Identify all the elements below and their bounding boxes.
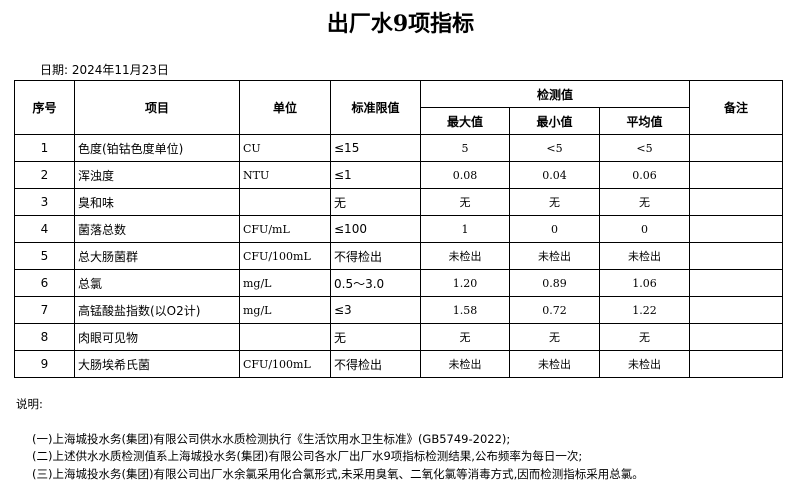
- cell-item: 大肠埃希氏菌: [74, 350, 240, 378]
- cell-avg: 1.22: [599, 296, 690, 324]
- cell-max: 0.08: [420, 161, 510, 189]
- cell-max: 未检出: [420, 242, 510, 270]
- cell-item: 高锰酸盐指数(以O2计): [74, 296, 240, 324]
- header-min: 最小值: [509, 107, 600, 135]
- cell-min: 无: [509, 323, 600, 351]
- cell-avg: 无: [599, 323, 690, 351]
- cell-remark: [689, 215, 783, 243]
- cell-no: 9: [14, 350, 75, 378]
- cell-limit: 无: [330, 188, 421, 216]
- cell-min: 未检出: [509, 242, 600, 270]
- cell-remark: [689, 242, 783, 270]
- report-date: 日期: 2024年11月23日: [40, 63, 169, 77]
- table-row: 9 大肠埃希氏菌 CFU/100mL 不得检出 未检出 未检出 未检出: [14, 350, 783, 378]
- table-row: 6 总氯 mg/L 0.5～3.0 1.20 0.89 1.06: [14, 269, 783, 297]
- cell-unit: [239, 188, 331, 216]
- header-max: 最大值: [420, 107, 510, 135]
- notes: 说明: (一)上海城投水务(集团)有限公司供水水质检测执行《生活饮用水卫生标准》…: [16, 396, 644, 483]
- table-row: 5 总大肠菌群 CFU/100mL 不得检出 未检出 未检出 未检出: [14, 242, 783, 270]
- page-title: 出厂水9项指标: [326, 11, 475, 37]
- cell-remark: [689, 350, 783, 378]
- table-row: 1 色度(铂钴色度单位) CU ≤15 5 <5 <5: [14, 134, 783, 162]
- table-row: 3 臭和味无无无无: [14, 188, 783, 216]
- cell-no: 2: [14, 161, 75, 189]
- header-remark: 备注: [689, 80, 783, 135]
- cell-unit: CFU/100mL: [239, 350, 331, 378]
- table-row: 2 浑浊度 NTU ≤1 0.08 0.04 0.06: [14, 161, 783, 189]
- cell-min: 未检出: [509, 350, 600, 378]
- cell-item: 菌落总数: [74, 215, 240, 243]
- cell-item: 浑浊度: [74, 161, 240, 189]
- cell-no: 8: [14, 323, 75, 351]
- cell-item: 臭和味: [74, 188, 240, 216]
- cell-avg: 未检出: [599, 350, 690, 378]
- cell-no: 6: [14, 269, 75, 297]
- cell-unit: CFU/mL: [239, 215, 331, 243]
- cell-max: 无: [420, 323, 510, 351]
- cell-no: 3: [14, 188, 75, 216]
- table-row: 4 菌落总数 CFU/mL ≤100 1 0 0: [14, 215, 783, 243]
- cell-max: 无: [420, 188, 510, 216]
- note-item: (三)上海城投水务(集团)有限公司出厂水余氯采用化合氯形式,未采用臭氧、二氧化氯…: [32, 466, 644, 481]
- cell-item: 总氯: [74, 269, 240, 297]
- cell-no: 5: [14, 242, 75, 270]
- cell-item: 肉眼可见物: [74, 323, 240, 351]
- cell-remark: [689, 134, 783, 162]
- cell-min: 0: [509, 215, 600, 243]
- cell-avg: 0: [599, 215, 690, 243]
- cell-remark: [689, 323, 783, 351]
- cell-remark: [689, 161, 783, 189]
- header-no: 序号: [14, 80, 75, 135]
- cell-limit: ≤1: [330, 161, 421, 189]
- cell-unit: mg/L: [239, 296, 331, 324]
- cell-remark: [689, 269, 783, 297]
- cell-limit: 无: [330, 323, 421, 351]
- cell-min: <5: [509, 134, 600, 162]
- cell-limit: ≤3: [330, 296, 421, 324]
- note-item: (二)上述供水水质检测值系上海城投水务(集团)有限公司各水厂出厂水9项指标检测结…: [32, 449, 583, 463]
- header-item: 项目: [74, 80, 240, 135]
- cell-unit: NTU: [239, 161, 331, 189]
- cell-avg: 未检出: [599, 242, 690, 270]
- cell-max: 未检出: [420, 350, 510, 378]
- cell-item: 总大肠菌群: [74, 242, 240, 270]
- cell-avg: 0.06: [599, 161, 690, 189]
- cell-no: 7: [14, 296, 75, 324]
- header-unit: 单位: [239, 80, 331, 135]
- header-test: 检测值: [420, 80, 690, 108]
- header-limit: 标准限值: [330, 80, 421, 135]
- cell-unit: mg/L: [239, 269, 331, 297]
- cell-avg: <5: [599, 134, 690, 162]
- cell-item: 色度(铂钴色度单位): [74, 134, 240, 162]
- cell-remark: [689, 296, 783, 324]
- water-quality-table: 序号 项目 单位 标准限值 检测值 备注 最大值 最小值 平均值 1 色度(铂钴色…: [14, 80, 783, 378]
- cell-max: 1: [420, 215, 510, 243]
- table-row: 8 肉眼可见物无无无无: [14, 323, 783, 351]
- cell-min: 0.89: [509, 269, 600, 297]
- notes-label: 说明:: [16, 397, 43, 411]
- cell-min: 无: [509, 188, 600, 216]
- cell-unit: CU: [239, 134, 331, 162]
- cell-limit: 不得检出: [330, 350, 421, 378]
- cell-limit: ≤15: [330, 134, 421, 162]
- cell-max: 5: [420, 134, 510, 162]
- cell-limit: 0.5～3.0: [330, 269, 421, 297]
- cell-no: 1: [14, 134, 75, 162]
- cell-limit: 不得检出: [330, 242, 421, 270]
- cell-max: 1.58: [420, 296, 510, 324]
- cell-max: 1.20: [420, 269, 510, 297]
- cell-unit: CFU/100mL: [239, 242, 331, 270]
- cell-unit: [239, 323, 331, 351]
- header-avg: 平均值: [599, 107, 690, 135]
- cell-limit: ≤100: [330, 215, 421, 243]
- cell-remark: [689, 188, 783, 216]
- cell-avg: 1.06: [599, 269, 690, 297]
- table-row: 7 高锰酸盐指数(以O2计) mg/L ≤3 1.58 0.72 1.22: [14, 296, 783, 324]
- cell-min: 0.72: [509, 296, 600, 324]
- note-item: (一)上海城投水务(集团)有限公司供水水质检测执行《生活饮用水卫生标准》(GB5…: [32, 431, 511, 446]
- cell-no: 4: [14, 215, 75, 243]
- cell-avg: 无: [599, 188, 690, 216]
- cell-min: 0.04: [509, 161, 600, 189]
